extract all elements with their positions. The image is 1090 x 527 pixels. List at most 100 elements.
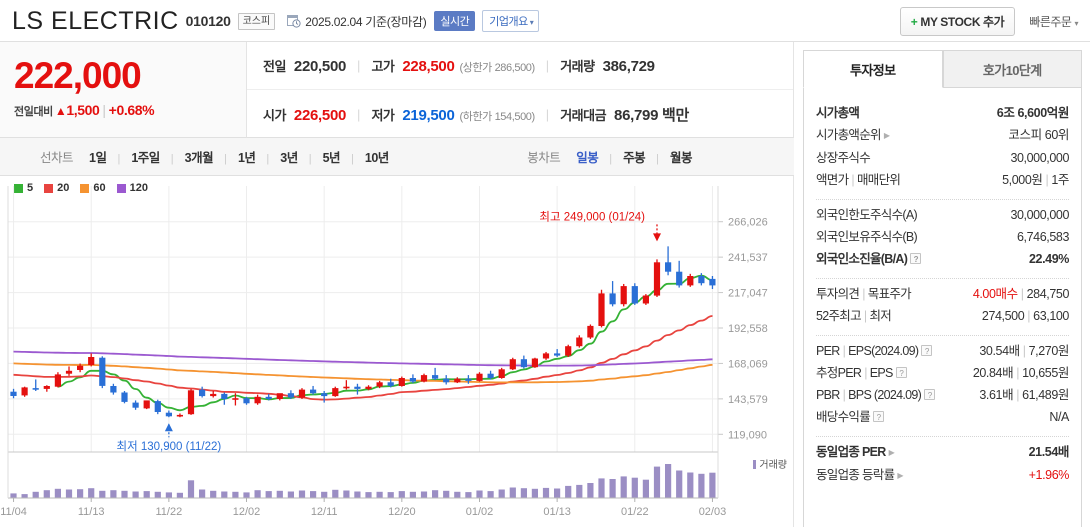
- company-overview-label: 기업개요: [489, 16, 528, 28]
- volume-bar: [487, 491, 494, 498]
- tab-투자정보[interactable]: 투자정보: [803, 50, 943, 88]
- candle-body: [99, 357, 106, 386]
- candle-body: [698, 276, 705, 284]
- volume-bar: [265, 491, 272, 498]
- period-tab-5년[interactable]: 5년: [322, 150, 341, 165]
- candle-tab-일봉[interactable]: 일봉: [576, 150, 599, 165]
- volume-bar: [232, 491, 239, 498]
- chevron-right-icon[interactable]: ▶: [888, 448, 895, 457]
- change-value: 1,500: [66, 102, 100, 118]
- info-value: 274,500 | 63,100: [982, 306, 1069, 326]
- help-icon[interactable]: ?: [924, 389, 936, 400]
- chevron-down-icon: ▾: [529, 18, 534, 27]
- info-value-primary: 6,746,583: [1016, 230, 1069, 244]
- period-tab-1주일[interactable]: 1주일: [131, 150, 160, 165]
- candlestick-chart-svg[interactable]: 266,026 241,537 217,047 192,558 168,069 143,5…: [0, 176, 794, 527]
- trade-value-label: 거래대금: [560, 107, 607, 123]
- volume-bar: [520, 488, 527, 498]
- chevron-down-icon: ▾: [1074, 18, 1078, 28]
- help-icon[interactable]: ?: [895, 367, 907, 378]
- volume-bar: [354, 491, 361, 498]
- tab-호가10단계[interactable]: 호가10단계: [942, 50, 1082, 88]
- volume-bar: [642, 479, 649, 498]
- candle-body: [542, 353, 550, 359]
- divider: |: [656, 152, 659, 165]
- period-tab-1년[interactable]: 1년: [237, 150, 256, 165]
- help-icon[interactable]: ?: [910, 253, 922, 264]
- quick-order-dropdown[interactable]: 빠른주문 ▾: [1029, 13, 1078, 30]
- ma20-line: [13, 315, 713, 401]
- volume-bar: [376, 491, 383, 498]
- period-tab-1일[interactable]: 1일: [89, 150, 107, 165]
- help-icon[interactable]: ?: [873, 411, 885, 422]
- ma-legend-120: 120: [116, 182, 148, 194]
- volume-bar: [132, 491, 139, 498]
- company-overview-dropdown[interactable]: 기업개요 ▾: [482, 10, 540, 32]
- x-axis-label: 12/20: [388, 506, 416, 518]
- candle-tab-주봉[interactable]: 주봉: [623, 150, 646, 165]
- candle-body: [443, 378, 450, 383]
- x-axis-label: 11/22: [156, 506, 183, 518]
- volume-bar: [332, 489, 339, 498]
- current-price: 222,000: [14, 55, 142, 96]
- info-value-secondary: 10,655원: [1022, 366, 1069, 380]
- info-row: PER | EPS(2024.09)? 30.54배 | 7,270원: [816, 340, 1069, 362]
- divider: |: [545, 58, 550, 73]
- change-percent: +0.68%: [108, 102, 155, 118]
- candle-body: [653, 262, 661, 296]
- line-chart-tabs: 선차트 1일 | 1주일 | 3개월 | 1년 | 3년 | 5년 | 10년: [40, 147, 391, 167]
- volume-bar: [65, 489, 73, 498]
- info-key: 투자의견 | 목표주가: [816, 287, 912, 301]
- ma5-line: [57, 274, 713, 412]
- x-axis-label: 01/02: [466, 506, 494, 518]
- current-price-block: 222,000 전일대비 ▲1,500 | +0.68%: [0, 42, 247, 138]
- help-icon[interactable]: ?: [921, 345, 933, 356]
- candle-body: [88, 357, 95, 365]
- info-value-primary: 274,500: [981, 309, 1025, 323]
- y-axis-label: 119,090: [728, 429, 767, 441]
- info-key: PBR | BPS (2024.09)?: [816, 385, 936, 405]
- x-axis-label: 12/02: [233, 506, 261, 518]
- price-chart[interactable]: 5 20 60 120 266,026 241,537 217,047 192,558 168…: [0, 176, 794, 527]
- divider: |: [609, 152, 613, 165]
- divider: |: [1016, 366, 1020, 380]
- add-my-stock-button[interactable]: + MY STOCK 추가: [899, 6, 1016, 36]
- candle-body: [210, 393, 217, 397]
- volume-bar: [54, 488, 61, 498]
- candle-body: [687, 276, 694, 286]
- divider: |: [1027, 309, 1031, 323]
- volume-bar: [631, 477, 638, 498]
- company-name: LS ELECTRIC: [12, 6, 179, 35]
- change-label: 전일대비: [14, 106, 53, 118]
- candle-body: [121, 392, 128, 402]
- chart-toolbar: 선차트 1일 | 1주일 | 3개월 | 1년 | 3년 | 5년 | 10년 봉차트 일봉 | 주봉 | 월봉: [0, 138, 794, 176]
- chevron-right-icon[interactable]: ▶: [883, 131, 890, 140]
- candle-body: [665, 262, 672, 272]
- volume-bar: [243, 492, 250, 498]
- info-value-secondary: 1주: [1051, 173, 1069, 187]
- volume-bar: [10, 493, 17, 498]
- realtime-badge[interactable]: 실시간: [434, 11, 476, 31]
- volume-bar: [32, 491, 39, 498]
- sidebar-tabs: 투자정보 호가10단계: [803, 50, 1082, 88]
- info-row: 외국인한도주식수(A) 30,000,000: [816, 204, 1069, 226]
- info-group-valuation: PER | EPS(2024.09)? 30.54배 | 7,270원 추정PER | EPS?…: [816, 336, 1069, 437]
- period-tab-3년[interactable]: 3년: [280, 150, 298, 165]
- period-tab-3개월[interactable]: 3개월: [184, 150, 214, 165]
- period-tab-10년[interactable]: 10년: [364, 150, 389, 165]
- candle-body: [476, 373, 483, 381]
- info-value: 3.61배 | 61,489원: [979, 385, 1069, 405]
- candle-body: [620, 286, 627, 305]
- chevron-right-icon[interactable]: ▶: [897, 471, 903, 480]
- info-row: 동일업종 PER ▶ 21.54배: [816, 441, 1069, 464]
- candle-body: [587, 325, 594, 338]
- volume-bar: [343, 490, 350, 498]
- volume-bar: [509, 487, 516, 498]
- info-group-opinion: 투자의견 | 목표주가 4.00매수 | 284,750 52주최고 | 최저 274,500 | 6…: [816, 279, 1069, 336]
- candle-body: [10, 391, 17, 396]
- candle-tab-월봉[interactable]: 월봉: [669, 150, 693, 165]
- candle-body: [676, 271, 683, 286]
- candle-body: [465, 378, 472, 381]
- volume-bar: [298, 490, 306, 498]
- info-value-primary: 3.61배: [979, 388, 1014, 402]
